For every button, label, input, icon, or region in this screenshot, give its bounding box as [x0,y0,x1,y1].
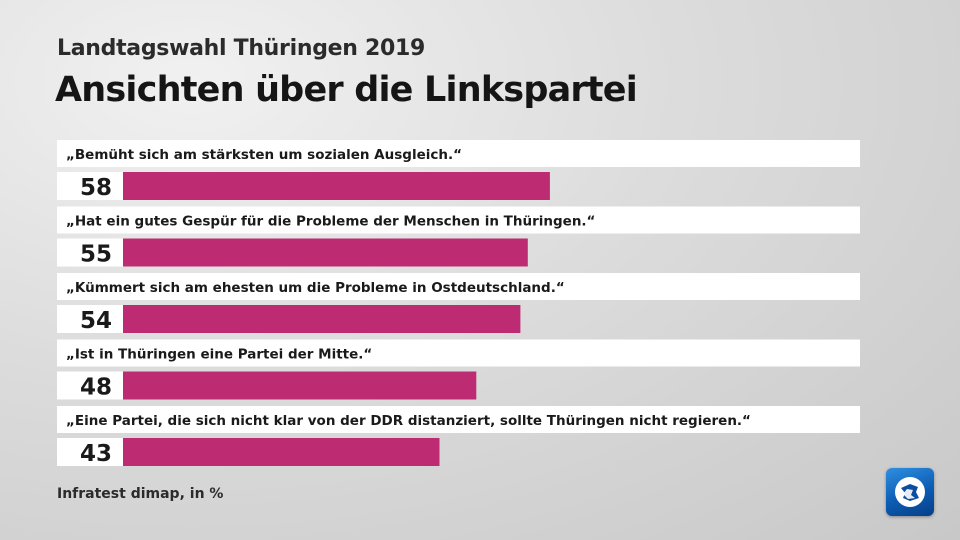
value-label-box [57,305,123,333]
value-label-box [57,238,123,267]
value-label: 43 [80,441,112,467]
chart-subtitle: Landtagswahl Thüringen 2019 [57,36,426,61]
question-label: „Bemüht sich am stärksten um sozialen Au… [66,147,462,163]
question-label-box [57,406,860,433]
bar [123,438,440,466]
question-label: „Eine Partei, die sich nicht klar von de… [66,413,751,429]
value-label-box [57,438,123,466]
value-label: 55 [80,242,112,268]
value-label: 54 [80,308,112,334]
question-label: „Hat ein gutes Gespür für die Probleme d… [66,214,595,230]
bar [123,371,477,400]
bar [123,238,528,267]
value-label: 58 [80,175,112,201]
bar [123,305,521,333]
value-label: 48 [80,375,112,401]
question-label-box [57,140,860,167]
chart-title: Ansichten über die Linkspartei [55,70,638,110]
source-note: Infratest dimap, in % [57,486,224,502]
bar [123,172,550,200]
value-label-box [57,172,123,200]
question-label-box [57,206,860,234]
question-label: „Kümmert sich am ehesten um die Probleme… [66,280,565,296]
value-label-box [57,371,123,400]
question-label-box [57,339,860,367]
question-label: „Ist in Thüringen eine Partei der Mitte.… [66,347,372,363]
question-label-box [57,273,860,300]
tagesschau-logo-icon [886,468,934,516]
